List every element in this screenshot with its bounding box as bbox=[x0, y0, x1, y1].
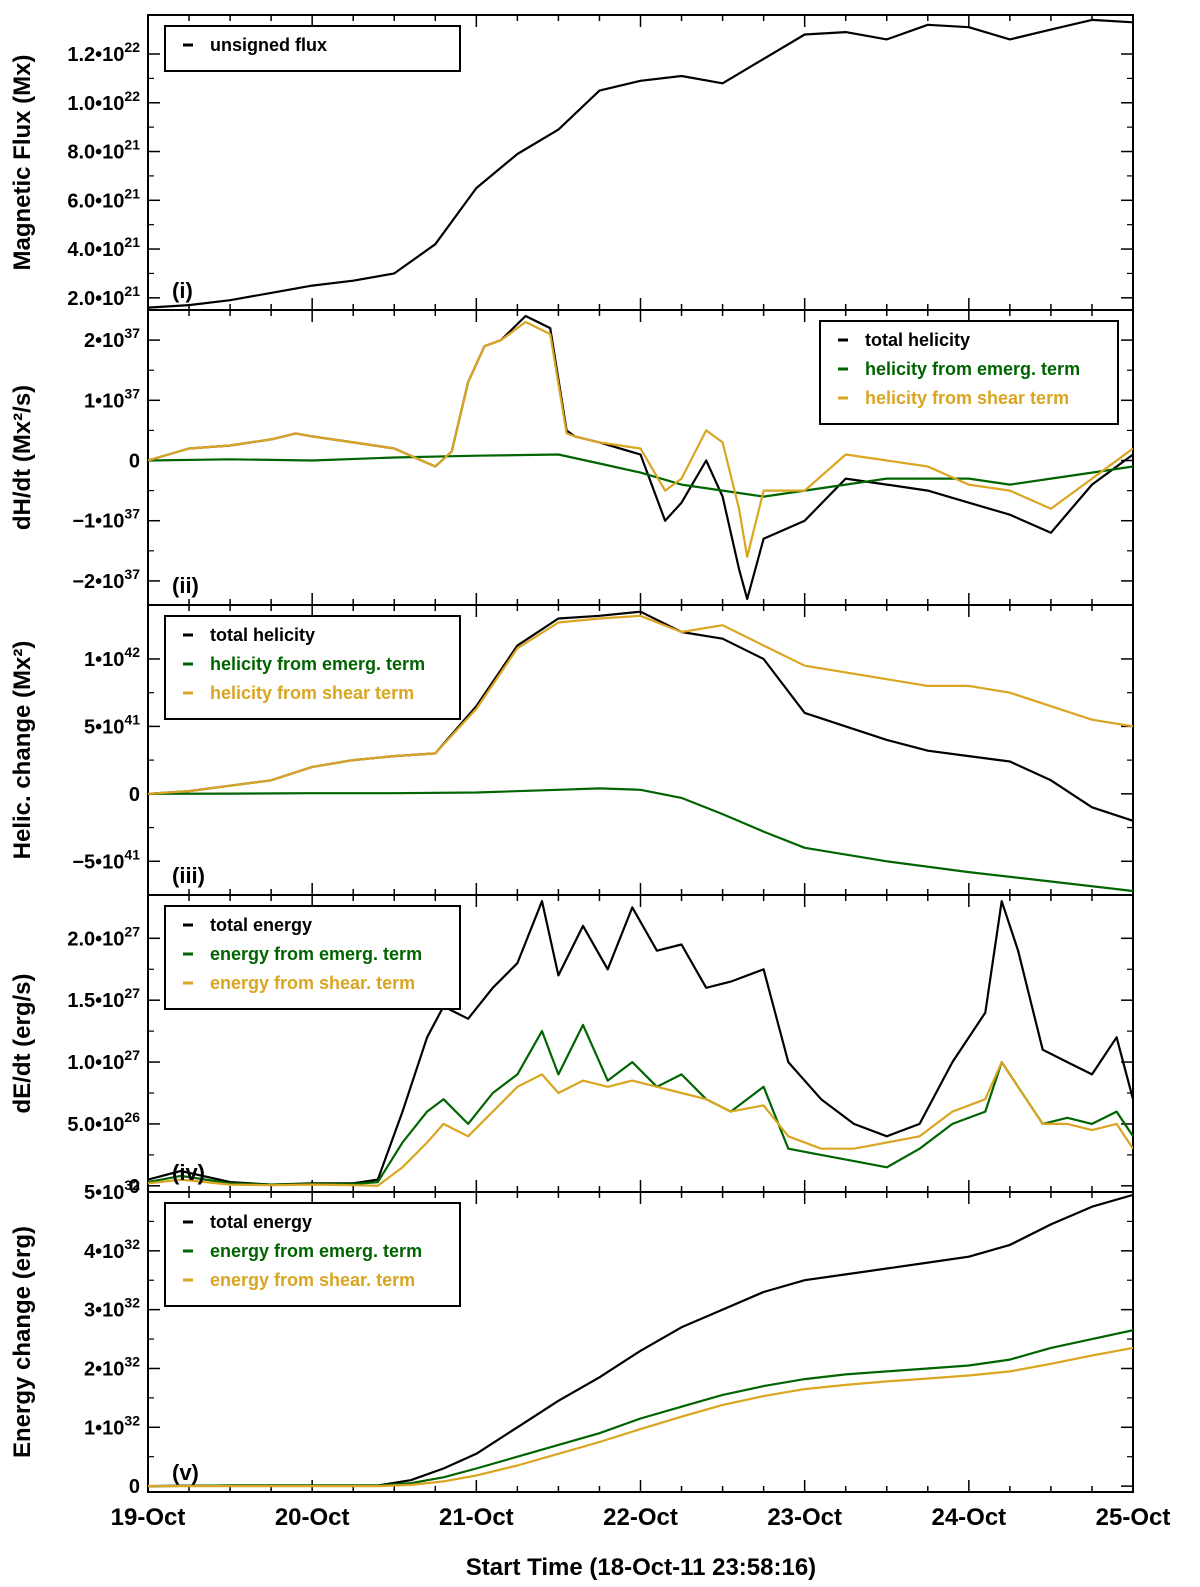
panel-tag: (ii) bbox=[172, 573, 199, 598]
y-tick-label: 5.0•1026 bbox=[67, 1109, 140, 1136]
series-group bbox=[148, 900, 1133, 1187]
y-axis-label: Magnetic Flux (Mx) bbox=[9, 54, 36, 270]
panel-tag: (iv) bbox=[172, 1160, 205, 1185]
y-tick-label: 2•1037 bbox=[84, 325, 140, 352]
legend: total helicity helicity from emerg. term h… bbox=[164, 615, 461, 720]
y-tick-label: 1.2•1022 bbox=[67, 39, 140, 66]
y-tick-label: 0 bbox=[129, 1176, 140, 1198]
panel-3: −5•1041 0 5•1041 1•1042 Helic. change (Mx²) t… bbox=[9, 604, 1134, 896]
panels-group: 2.0•1021 4.0•1021 6.0•1021 8.0•1021 1.0•1022… bbox=[9, 14, 1134, 1498]
y-tick-label: 4•1032 bbox=[84, 1236, 140, 1263]
shared-x-axis: 19-Oct 20-Oct 21-Oct 22-Oct 23-Oct 24-Oct 25-O… bbox=[111, 1504, 1171, 1531]
y-tick-label: 6.0•1021 bbox=[67, 185, 140, 212]
legend-label: helicity from emerg. term bbox=[865, 359, 1080, 379]
series-line-energy-from-shear-term bbox=[148, 1060, 1133, 1187]
y-tick-label: −1•1037 bbox=[72, 506, 140, 533]
legend-label: total energy bbox=[210, 915, 312, 935]
x-tick-label: 19-Oct bbox=[111, 1504, 186, 1531]
y-axis-label: dE/dt (erg/s) bbox=[9, 973, 36, 1113]
y-tick-label: 4.0•1021 bbox=[67, 234, 140, 261]
series-group bbox=[148, 18, 1133, 309]
series-line-helicity-from-emerg-term bbox=[148, 453, 1133, 498]
x-tick-label: 25-Oct bbox=[1096, 1504, 1171, 1531]
series-line-total-energy bbox=[148, 1193, 1133, 1488]
y-tick-label: 0 bbox=[129, 784, 140, 806]
panel-5: 0 1•1032 2•1032 3•1032 4•1032 5•1032 Energy ch… bbox=[9, 1177, 1134, 1498]
series-group bbox=[148, 314, 1133, 601]
y-tick-label: 2•1032 bbox=[84, 1353, 140, 1380]
series-group bbox=[148, 610, 1133, 893]
y-tick-label: −5•1041 bbox=[72, 846, 140, 873]
y-tick-label: 2.0•1027 bbox=[67, 923, 140, 950]
series-line-helicity-from-shear-term bbox=[148, 614, 1133, 795]
legend-label: energy from emerg. term bbox=[210, 944, 422, 964]
legend-label: helicity from emerg. term bbox=[210, 654, 425, 674]
legend-label: total energy bbox=[210, 1212, 312, 1232]
x-tick-label: 24-Oct bbox=[931, 1504, 1006, 1531]
legend: total helicity helicity from emerg. term h… bbox=[819, 320, 1119, 425]
legend-label: unsigned flux bbox=[210, 35, 327, 55]
y-axis-label: Energy change (erg) bbox=[9, 1226, 36, 1458]
series-line-unsigned-flux bbox=[148, 18, 1133, 309]
y-tick-label: 5•1032 bbox=[84, 1177, 140, 1204]
x-tick-label: 23-Oct bbox=[767, 1504, 842, 1531]
legend-label: energy from emerg. term bbox=[210, 1241, 422, 1261]
legend: total energy energy from emerg. term energ… bbox=[164, 1202, 461, 1307]
legend-box bbox=[164, 1202, 461, 1307]
y-tick-label: 1•1037 bbox=[84, 385, 140, 412]
legend: unsigned flux bbox=[164, 25, 461, 72]
y-tick-label: 1.5•1027 bbox=[67, 985, 140, 1012]
y-tick-label: 2.0•1021 bbox=[67, 283, 140, 310]
legend-label: total helicity bbox=[865, 330, 970, 350]
y-axis-label: Helic. change (Mx²) bbox=[9, 641, 36, 860]
y-tick-label: 0 bbox=[129, 451, 140, 473]
panel-4: 0 5.0•1026 1.0•1027 1.5•1027 2.0•1027 dE/dt (… bbox=[9, 894, 1134, 1198]
y-tick-label: 1•1032 bbox=[84, 1412, 140, 1439]
series-line-energy-from-emerg-term bbox=[148, 1023, 1133, 1186]
legend-label: helicity from shear term bbox=[210, 683, 414, 703]
series-line-helicity-from-shear-term bbox=[148, 320, 1133, 558]
legend-box bbox=[164, 25, 461, 72]
panel-tag: (v) bbox=[172, 1460, 199, 1485]
legend-box bbox=[819, 320, 1119, 425]
series-line-energy-from-emerg-term bbox=[148, 1329, 1133, 1488]
y-tick-label: 8.0•1021 bbox=[67, 137, 140, 164]
legend-label: energy from shear. term bbox=[210, 1270, 415, 1290]
y-tick-label: −2•1037 bbox=[72, 566, 140, 593]
legend-label: total helicity bbox=[210, 625, 315, 645]
series-line-helicity-from-emerg-term bbox=[148, 787, 1133, 893]
y-tick-label: 1.0•1027 bbox=[67, 1047, 140, 1074]
x-tick-label: 21-Oct bbox=[439, 1504, 514, 1531]
x-axis-label: Start Time (18-Oct-11 23:58:16) bbox=[466, 1554, 816, 1581]
legend: total energy energy from emerg. term energ… bbox=[164, 905, 461, 1010]
y-tick-label: 3•1032 bbox=[84, 1295, 140, 1322]
panel-tag: (i) bbox=[172, 278, 193, 303]
panel-tag: (iii) bbox=[172, 863, 205, 888]
legend-label: helicity from shear term bbox=[865, 388, 1069, 408]
legend-box bbox=[164, 615, 461, 720]
legend-label: energy from shear. term bbox=[210, 973, 415, 993]
x-tick-label: 22-Oct bbox=[603, 1504, 678, 1531]
panel-2: −2•1037 −1•1037 0 1•1037 2•1037 dH/dt (Mx²/s)… bbox=[9, 309, 1134, 606]
y-tick-label: 5•1041 bbox=[84, 711, 140, 738]
series-group bbox=[148, 1193, 1133, 1488]
y-tick-label: 0 bbox=[129, 1476, 140, 1498]
y-axis-label: dH/dt (Mx²/s) bbox=[9, 385, 36, 530]
series-line-energy-from-shear-term bbox=[148, 1346, 1133, 1488]
series-line-total-energy bbox=[148, 900, 1133, 1186]
y-tick-label: 1.0•1022 bbox=[67, 88, 140, 115]
legend-box bbox=[164, 905, 461, 1010]
x-tick-label: 20-Oct bbox=[275, 1504, 350, 1531]
panel-1: 2.0•1021 4.0•1021 6.0•1021 8.0•1021 1.0•1022… bbox=[9, 14, 1134, 311]
y-tick-label: 1•1042 bbox=[84, 644, 140, 671]
